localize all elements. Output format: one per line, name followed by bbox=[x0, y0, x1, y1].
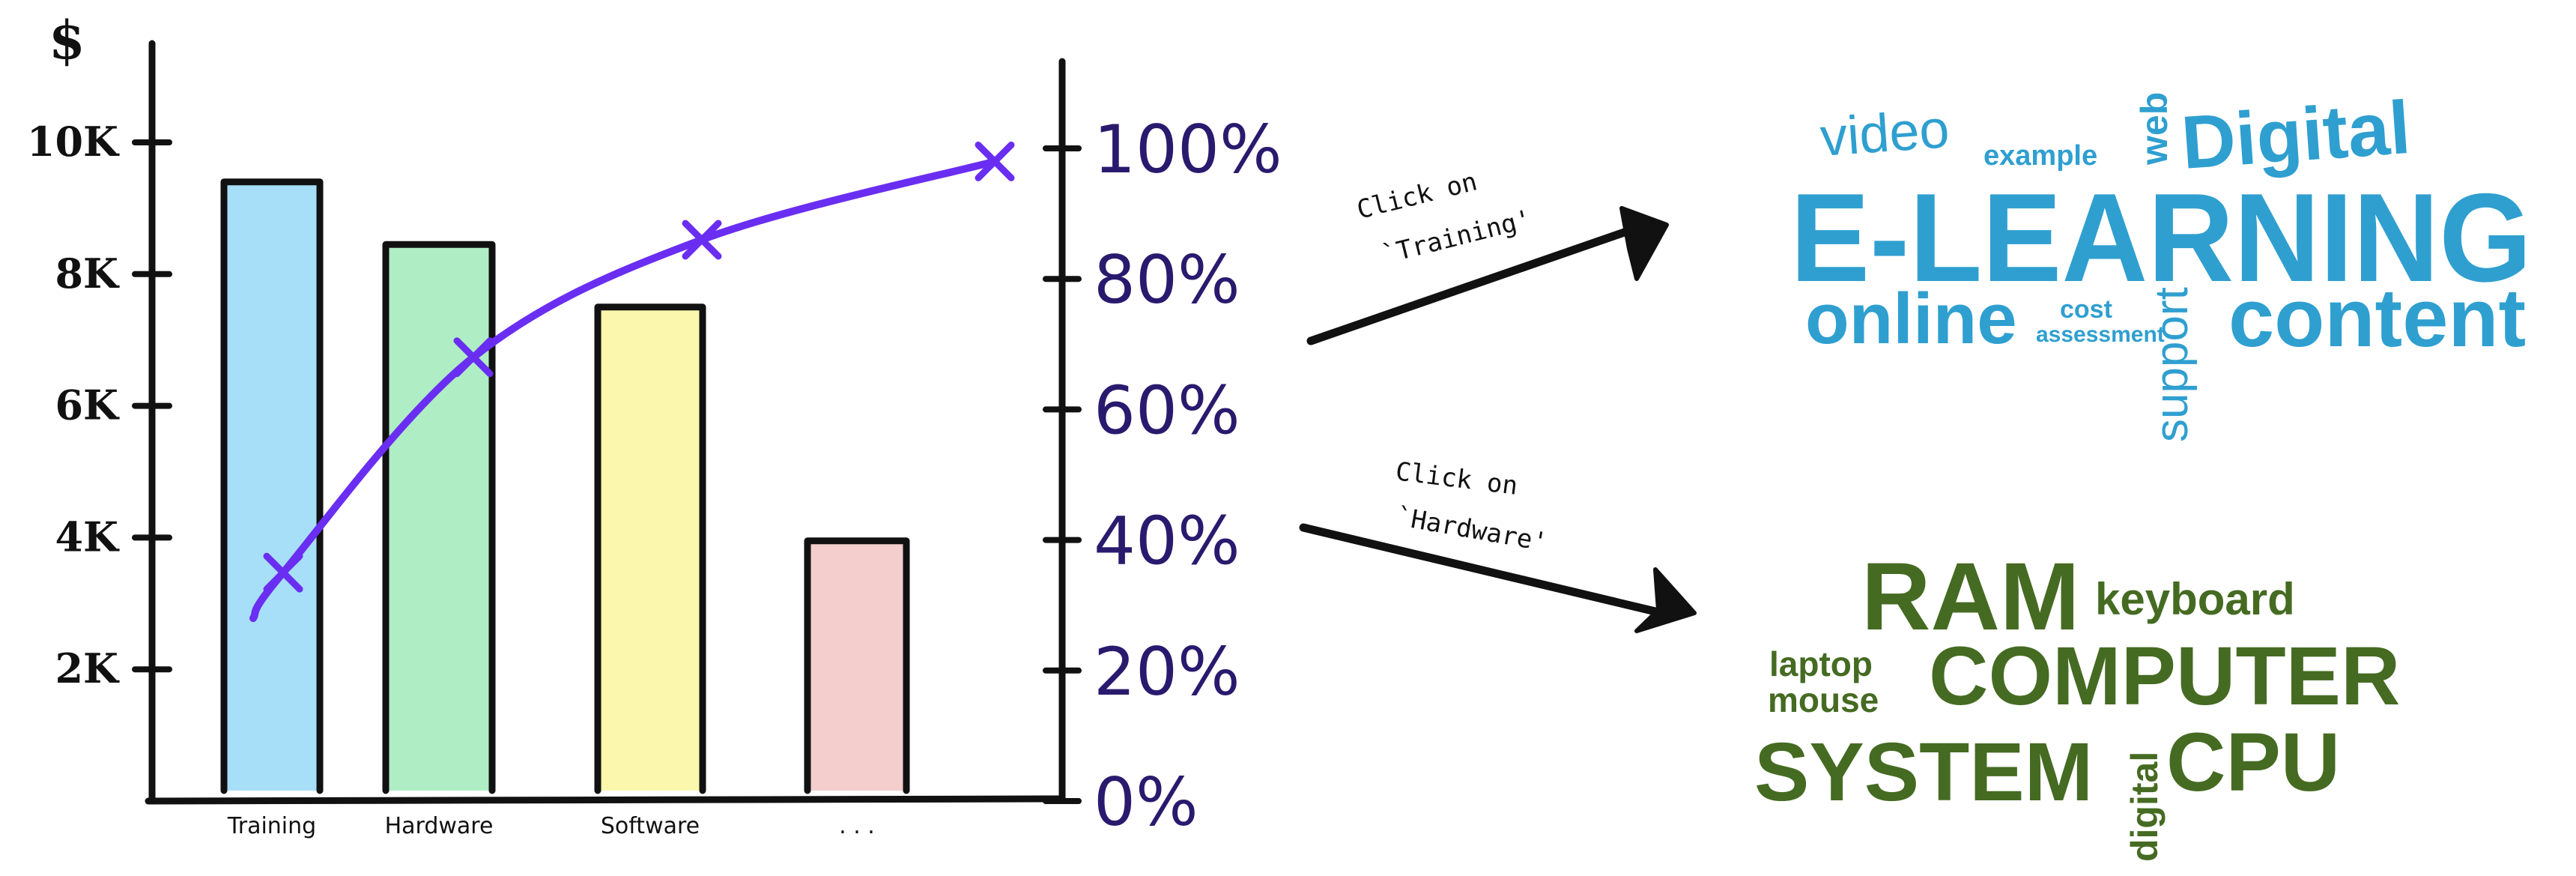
right-tick-label-0: 0% bbox=[1094, 764, 1198, 841]
bar-fill-hardware bbox=[389, 244, 489, 791]
right-tick-label-40: 40% bbox=[1094, 503, 1240, 580]
arrow-head-icon bbox=[1634, 567, 1697, 633]
category-label-hardware: Hardware bbox=[385, 813, 494, 839]
word-e-learning: E-LEARNING bbox=[1790, 167, 2532, 308]
category-label-more: . . . bbox=[839, 813, 875, 839]
bar-outline-more bbox=[804, 537, 910, 794]
cumulative-line-layer bbox=[249, 141, 1015, 623]
right-tick-label-100: 100% bbox=[1094, 111, 1282, 188]
word-mouse: mouse bbox=[1768, 680, 1879, 719]
cumulative-marker-3 bbox=[682, 220, 722, 260]
x-axis bbox=[145, 795, 1066, 805]
word-support: support bbox=[2146, 287, 2198, 442]
left-axis-ticks: 2K 4K 6K 8K 10K bbox=[27, 118, 172, 692]
left-tick-label-8K: 8K bbox=[55, 250, 120, 297]
word-keyboard: keyboard bbox=[2095, 574, 2295, 624]
word-digital-rotated: digital bbox=[2124, 752, 2166, 862]
word-cloud-training: video example web Digital E-LEARNING onl… bbox=[1790, 85, 2532, 442]
category-labels: Training Hardware Software . . . bbox=[227, 813, 875, 839]
category-label-training: Training bbox=[227, 813, 316, 839]
bar-outline-training bbox=[220, 178, 324, 794]
left-tick-label-10K: 10K bbox=[27, 118, 120, 166]
cumulative-marker-2 bbox=[453, 337, 494, 378]
word-laptop: laptop bbox=[1769, 644, 1873, 683]
right-tick-label-20: 20% bbox=[1094, 633, 1240, 710]
cumulative-marker-4 bbox=[975, 141, 1015, 181]
word-cpu: CPU bbox=[2166, 716, 2340, 809]
word-system: SYSTEM bbox=[1754, 726, 2093, 818]
word-assessment: assessment bbox=[2036, 322, 2165, 347]
bar-fill-training bbox=[227, 181, 317, 791]
word-video: video bbox=[1819, 99, 1951, 168]
word-online: online bbox=[1805, 279, 2017, 359]
category-label-software: Software bbox=[601, 813, 700, 839]
left-tick-label-4K: 4K bbox=[55, 513, 120, 561]
left-tick-label-6K: 6K bbox=[55, 381, 120, 429]
word-cost: cost bbox=[2060, 295, 2112, 324]
right-tick-label-80: 80% bbox=[1094, 241, 1240, 318]
bars-layer bbox=[220, 178, 910, 794]
arrow-head-icon bbox=[1619, 206, 1669, 281]
word-digital: Digital bbox=[2179, 85, 2413, 185]
word-computer: COMPUTER bbox=[1929, 630, 2400, 722]
bar-fill-software bbox=[601, 306, 700, 791]
word-web: web bbox=[2133, 92, 2175, 166]
annotation-hardware: Click on `Hardware' bbox=[1393, 456, 1550, 558]
arrow-shaft bbox=[1299, 523, 1660, 616]
annotation-hardware-line1: Click on bbox=[1394, 456, 1519, 501]
annotation-hardware-line2: `Hardware' bbox=[1393, 501, 1550, 558]
arrow-to-hardware-cloud bbox=[1299, 523, 1697, 633]
right-axis-ticks: 0% 20% 40% 60% 80% 100% bbox=[1043, 111, 1282, 841]
cumulative-marker-1 bbox=[263, 552, 303, 593]
left-tick-label-2K: 2K bbox=[55, 644, 120, 692]
arrow-to-training-cloud bbox=[1306, 206, 1669, 345]
annotation-training-line1: Click on bbox=[1354, 166, 1481, 225]
y-axis-unit-label: $ bbox=[49, 9, 85, 71]
arrow-shaft bbox=[1306, 225, 1637, 345]
bar-fill-more bbox=[810, 540, 903, 791]
right-tick-label-60: 60% bbox=[1094, 372, 1240, 449]
word-example: example bbox=[1983, 140, 2097, 172]
word-ram: RAM bbox=[1861, 543, 2080, 650]
word-content: content bbox=[2228, 272, 2526, 364]
bar-outline-software bbox=[594, 303, 706, 794]
word-cloud-hardware: RAM keyboard laptop mouse COMPUTER SYSTE… bbox=[1754, 543, 2400, 862]
annotation-training: Click on `Training' bbox=[1354, 166, 1535, 270]
bar-outline-hardware bbox=[382, 241, 496, 794]
